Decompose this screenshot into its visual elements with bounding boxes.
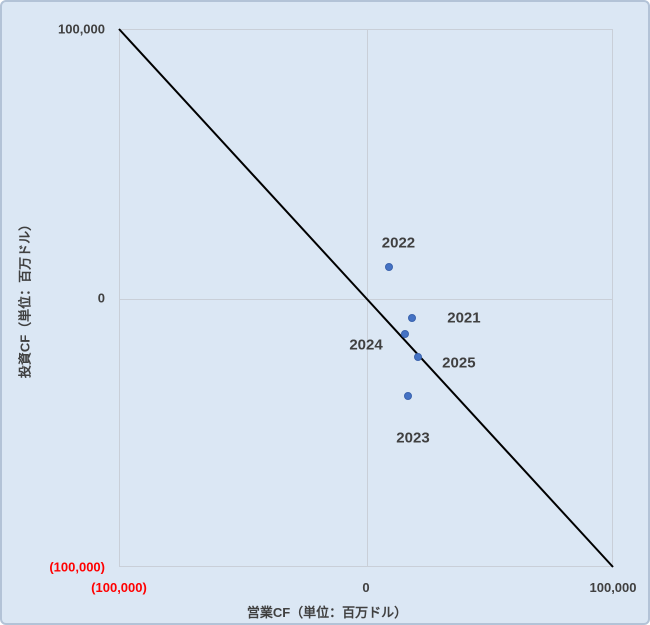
data-point-2025	[413, 352, 422, 361]
x-tick-label: 100,000	[589, 580, 637, 595]
data-point-label-2025: 2025	[442, 354, 476, 372]
data-point-label-2023: 2023	[396, 429, 430, 447]
x-tick-label: (100,000)	[91, 580, 147, 595]
plot-area	[119, 29, 613, 567]
x-axis-title: 営業CF（単位：百万ドル）	[246, 605, 408, 620]
y-tick-label: 0	[97, 290, 105, 306]
data-point-label-2021: 2021	[447, 309, 481, 327]
data-point-2021	[407, 313, 416, 322]
y-tick-label: 100,000	[58, 21, 105, 37]
data-point-2024	[401, 329, 410, 338]
data-point-2022	[385, 263, 394, 272]
zero-gridline-vertical	[367, 30, 368, 566]
data-point-2023	[403, 391, 412, 400]
data-point-label-2022: 2022	[381, 234, 416, 252]
zero-gridline-horizontal	[120, 299, 612, 300]
data-point-label-2024: 2024	[349, 336, 383, 353]
y-axis-title: 投資CF（単位：百万ドル）	[17, 217, 33, 379]
y-tick-label: (100,000)	[49, 559, 105, 575]
x-tick-label: 0	[362, 580, 370, 595]
